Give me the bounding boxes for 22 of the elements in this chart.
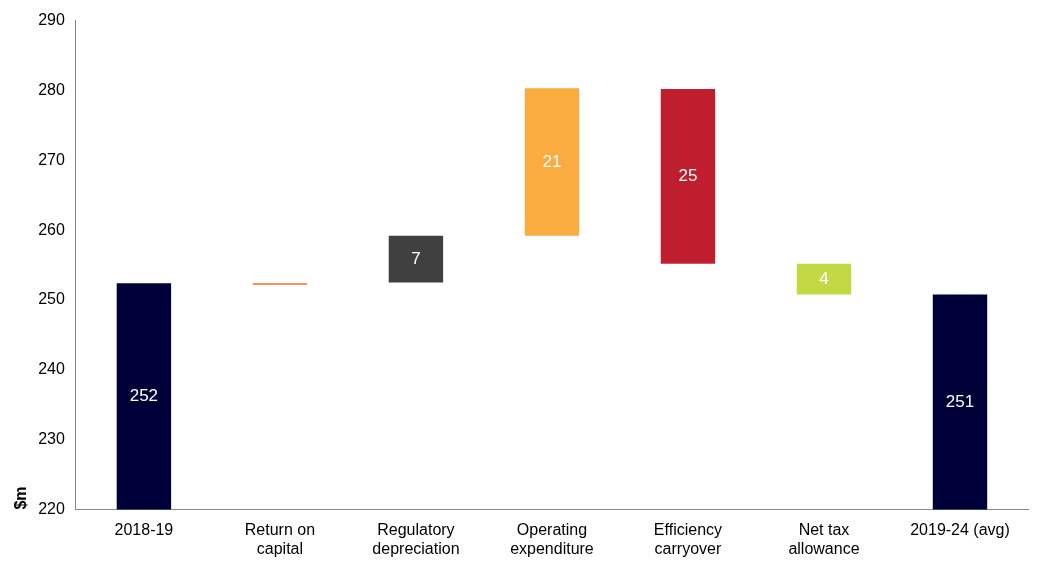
x-tick-label: Net tax allowance <box>788 520 860 557</box>
data-label: 252 <box>129 386 159 406</box>
data-label: 7 <box>411 248 421 268</box>
data-label: 21 <box>542 151 562 171</box>
x-tick-label: Operating expenditure <box>510 520 594 557</box>
x-tick-label: Regulatory depreciation <box>372 520 460 557</box>
x-tick-label: Efficiency carryover <box>653 520 723 557</box>
y-tick-label: 280 <box>38 80 65 98</box>
data-label: 25 <box>678 166 698 186</box>
data-label: 251 <box>945 391 975 411</box>
y-tick-label: 240 <box>38 360 65 378</box>
x-tick-label: Return on capital <box>244 520 316 557</box>
y-tick-label: 220 <box>38 500 65 518</box>
y-tick-label: 270 <box>38 150 65 168</box>
y-tick-label: 250 <box>38 290 65 308</box>
x-tick-label: 2019-24 (avg) <box>910 520 1010 538</box>
data-label: 4 <box>819 268 829 288</box>
y-tick-label: 260 <box>38 220 65 238</box>
x-tick-label: 2018-19 <box>114 520 174 538</box>
y-axis-title: $m <box>12 486 30 510</box>
y-tick-label: 230 <box>38 430 65 448</box>
y-tick-label: 290 <box>38 11 65 29</box>
